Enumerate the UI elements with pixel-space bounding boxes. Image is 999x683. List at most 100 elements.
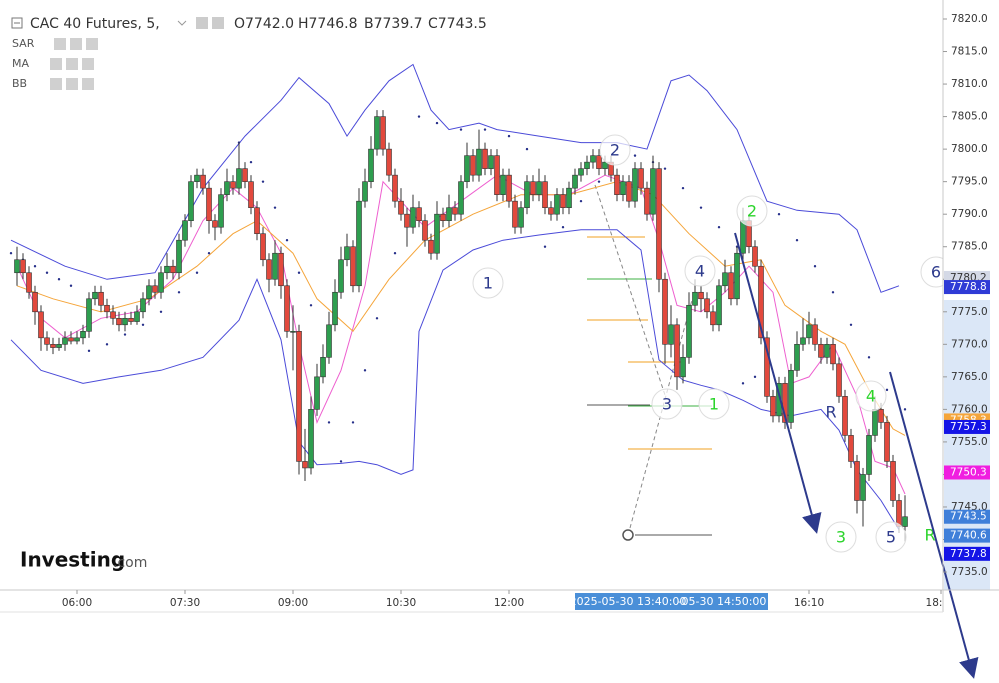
icon[interactable] bbox=[70, 38, 82, 50]
collapse-icon[interactable] bbox=[11, 17, 23, 29]
price-label: 7743.5 bbox=[950, 511, 987, 523]
sar-dot bbox=[195, 271, 199, 274]
candles bbox=[14, 110, 908, 542]
candle-body bbox=[620, 181, 626, 195]
sar-dot bbox=[435, 121, 439, 125]
candle-body bbox=[278, 252, 284, 287]
sar-dot bbox=[561, 226, 565, 229]
candle-body bbox=[662, 278, 668, 345]
y-tick-label: 7765.0 bbox=[951, 371, 988, 383]
sar-dot bbox=[273, 206, 277, 209]
sar-dot bbox=[417, 115, 421, 118]
candle-body bbox=[386, 148, 392, 176]
candle-body bbox=[854, 461, 860, 501]
candle-body bbox=[902, 516, 908, 527]
candle-body bbox=[644, 187, 650, 215]
wave-label: 1 bbox=[483, 274, 493, 293]
candle-body bbox=[404, 213, 410, 228]
dashed-line bbox=[594, 184, 666, 396]
candle-body bbox=[134, 311, 140, 322]
candle-body bbox=[344, 246, 350, 261]
candle-body bbox=[668, 324, 674, 345]
sar-dot bbox=[903, 408, 907, 411]
indicator-label[interactable]: MA bbox=[12, 57, 29, 70]
candle-body bbox=[824, 344, 830, 358]
sar-dot bbox=[309, 304, 313, 307]
candle-body bbox=[632, 168, 638, 202]
instrument-title: CAC 40 Futures, 5, bbox=[30, 16, 160, 32]
sar-dot bbox=[795, 239, 799, 242]
indicator-label[interactable]: BB bbox=[12, 77, 27, 90]
icon[interactable] bbox=[86, 38, 98, 50]
candle-body bbox=[584, 161, 590, 169]
dropdown-icon[interactable] bbox=[177, 20, 187, 26]
icon[interactable] bbox=[82, 78, 94, 90]
candle-body bbox=[116, 317, 122, 326]
indicator-icons bbox=[50, 38, 98, 90]
icon[interactable] bbox=[82, 58, 94, 70]
candle-body bbox=[380, 116, 386, 150]
candle-body bbox=[302, 461, 308, 469]
candle-body bbox=[548, 207, 554, 215]
settings-icon[interactable] bbox=[212, 17, 224, 29]
candle-body bbox=[188, 181, 194, 221]
y-tick-label: 7795.0 bbox=[951, 176, 988, 188]
sar-dot bbox=[261, 180, 265, 183]
candle-body bbox=[368, 148, 374, 182]
indicator-line bbox=[10, 63, 900, 293]
wave-label: 2 bbox=[747, 202, 757, 221]
wave-label: R bbox=[825, 403, 836, 422]
candle-body bbox=[794, 344, 800, 371]
wave-label: 2 bbox=[610, 141, 620, 160]
sar-dot bbox=[159, 310, 163, 313]
sar-dot bbox=[207, 252, 211, 255]
icon[interactable] bbox=[50, 78, 62, 90]
price-label: 7750.3 bbox=[950, 466, 987, 478]
candle-body bbox=[674, 324, 680, 378]
y-tick-label: 7820.0 bbox=[951, 13, 988, 25]
y-tick-label: 7810.0 bbox=[951, 78, 988, 90]
candle-body bbox=[110, 311, 116, 319]
y-tick-label: 7785.0 bbox=[951, 241, 988, 253]
candle-body bbox=[728, 272, 734, 300]
candle-body bbox=[374, 116, 380, 150]
price-label: 7778.8 bbox=[950, 281, 987, 293]
logo-suffix: .com bbox=[113, 555, 147, 571]
candle-body bbox=[560, 194, 566, 208]
candle-body bbox=[680, 357, 686, 378]
candle-body bbox=[32, 291, 38, 313]
arrow bbox=[889, 371, 979, 679]
sar-dot bbox=[105, 343, 109, 346]
eye-icon[interactable] bbox=[196, 17, 208, 29]
candle-body bbox=[182, 220, 188, 241]
ohlc-open: O7742.0 bbox=[234, 16, 294, 32]
price-label-box bbox=[944, 280, 990, 295]
candle-body bbox=[56, 344, 62, 348]
sar-dot bbox=[285, 239, 289, 242]
y-tick-label: 7815.0 bbox=[951, 46, 988, 58]
candle-body bbox=[860, 474, 866, 501]
icon[interactable] bbox=[54, 38, 66, 50]
anchor-point bbox=[622, 529, 634, 541]
icon[interactable] bbox=[66, 58, 78, 70]
indicator-label[interactable]: SAR bbox=[12, 37, 35, 50]
sar-dot bbox=[753, 375, 757, 379]
candle-body bbox=[482, 148, 488, 169]
candle-body bbox=[530, 181, 536, 195]
candle-body bbox=[410, 207, 416, 228]
candle-body bbox=[752, 246, 758, 267]
candle-body bbox=[296, 331, 302, 462]
sar-dot bbox=[339, 460, 343, 463]
candle-body bbox=[578, 168, 584, 176]
icon[interactable] bbox=[50, 58, 62, 70]
candle-body bbox=[488, 155, 494, 169]
candle-body bbox=[146, 285, 152, 300]
candle-body bbox=[554, 194, 560, 215]
candle-body bbox=[62, 337, 68, 345]
candle-body bbox=[242, 168, 248, 182]
candle-body bbox=[722, 272, 728, 287]
sar-dot bbox=[363, 369, 367, 372]
ohlc-high: H7746.8 bbox=[298, 16, 358, 32]
candle-body bbox=[422, 220, 428, 241]
icon[interactable] bbox=[66, 78, 78, 90]
